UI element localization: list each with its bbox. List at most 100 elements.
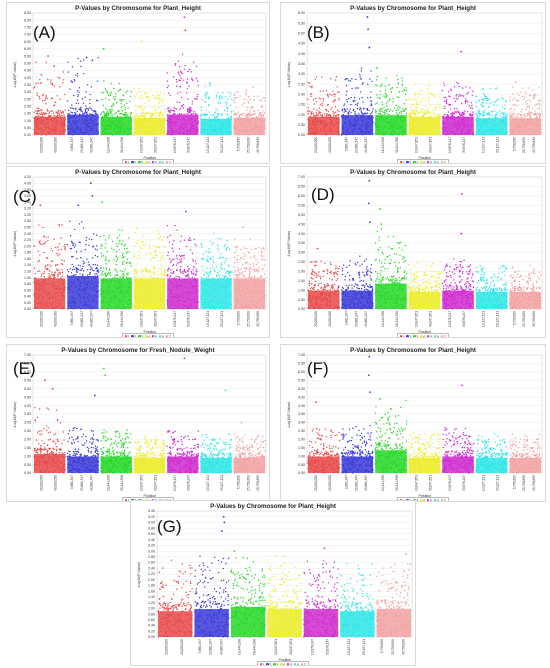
snp-point — [376, 126, 378, 128]
snp-point — [449, 124, 451, 127]
snp-point — [142, 241, 145, 244]
snp-point — [477, 117, 479, 120]
y-tick-label: 1.20 — [24, 269, 31, 273]
snp-point — [83, 270, 85, 272]
snp-point — [323, 120, 325, 122]
snp-point — [201, 122, 204, 124]
snp-point — [111, 299, 113, 301]
snp-point — [368, 117, 370, 119]
snp-point — [452, 111, 454, 114]
snp-point — [429, 132, 432, 134]
snp-point — [242, 112, 245, 115]
snp-point — [354, 120, 356, 123]
snp-point — [221, 121, 224, 124]
snp-point — [469, 107, 472, 109]
snp-point — [73, 242, 75, 245]
snp-point — [308, 133, 311, 135]
snp-point — [149, 117, 152, 120]
snp-point — [107, 111, 109, 113]
snp-point — [261, 111, 263, 114]
snp-point — [126, 302, 128, 304]
snp-point — [217, 110, 219, 112]
snp-point — [253, 133, 255, 135]
snp-point — [152, 286, 154, 289]
snp-point — [179, 85, 182, 88]
chromosome-2-points — [66, 56, 100, 136]
snp-point — [58, 112, 60, 114]
snp-point — [396, 121, 398, 123]
snp-point — [521, 108, 523, 111]
snp-point — [255, 131, 258, 133]
snp-point — [412, 119, 415, 122]
snp-point — [451, 113, 453, 115]
snp-point — [44, 99, 46, 102]
snp-point — [430, 117, 432, 120]
snp-point — [86, 119, 89, 121]
snp-point — [70, 111, 72, 113]
snp-point — [401, 83, 403, 86]
snp-point — [423, 111, 425, 114]
snp-point — [62, 283, 64, 285]
snp-point — [325, 90, 328, 92]
snp-point — [151, 119, 153, 122]
snp-point — [350, 97, 352, 99]
snp-point — [437, 118, 440, 120]
snp-point — [415, 133, 418, 136]
snp-point — [415, 107, 418, 109]
snp-point — [117, 127, 120, 129]
snp-point — [152, 272, 154, 274]
snp-point — [170, 122, 173, 125]
snp-point — [469, 114, 472, 117]
snp-point — [64, 247, 66, 250]
snp-point — [91, 267, 93, 269]
snp-point — [140, 113, 142, 115]
snp-point — [219, 133, 222, 135]
snp-point — [87, 129, 89, 132]
x-tick-label: 30,444,396 — [120, 137, 124, 153]
snp-point — [78, 279, 80, 281]
snp-point — [397, 114, 399, 116]
snp-point — [42, 93, 45, 96]
snp-point — [176, 92, 179, 95]
snp-point — [121, 99, 123, 101]
snp-point — [37, 126, 39, 128]
snp-point — [96, 291, 98, 294]
top-snp-point — [91, 59, 94, 62]
snp-point — [334, 98, 336, 101]
snp-point — [48, 132, 50, 135]
snp-point — [362, 115, 365, 117]
snp-point — [50, 283, 52, 285]
snp-point — [402, 128, 404, 130]
snp-point — [244, 118, 246, 120]
snp-point — [320, 111, 322, 114]
chromosome-5-points — [166, 53, 200, 136]
snp-point — [533, 95, 536, 97]
snp-point — [172, 120, 174, 122]
snp-point — [405, 108, 407, 110]
snp-point — [217, 127, 220, 129]
snp-point — [234, 97, 237, 99]
snp-point — [149, 116, 151, 118]
snp-point — [449, 108, 452, 110]
snp-point — [222, 132, 224, 134]
snp-point — [128, 299, 130, 302]
snp-point — [124, 292, 126, 295]
snp-point — [158, 114, 160, 116]
snp-point — [162, 283, 164, 285]
snp-point — [141, 270, 144, 273]
snp-point — [359, 107, 361, 109]
snp-point — [347, 114, 350, 116]
snp-point — [255, 124, 257, 126]
snp-point — [355, 87, 357, 89]
snp-point — [51, 271, 53, 274]
snp-point — [188, 119, 190, 122]
snp-point — [333, 125, 335, 128]
chromosome-3-points — [99, 80, 133, 136]
snp-point — [42, 243, 45, 245]
snp-point — [325, 121, 327, 123]
snp-point — [204, 115, 207, 117]
snp-point — [260, 99, 263, 102]
snp-point — [77, 269, 80, 271]
snp-point — [106, 91, 109, 94]
snp-point — [178, 131, 180, 133]
